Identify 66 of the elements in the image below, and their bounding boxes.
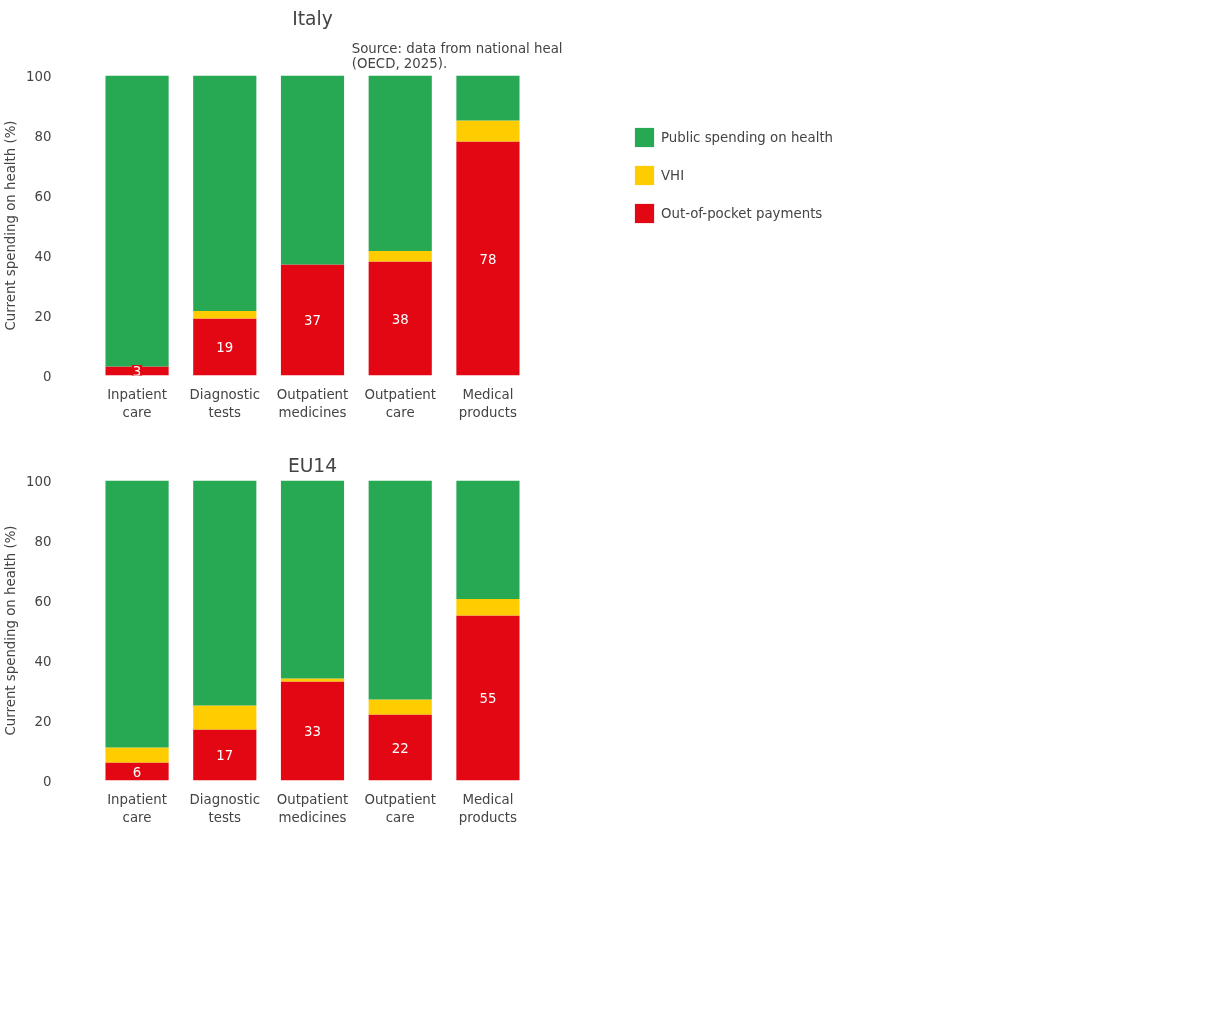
bar — [368, 251, 432, 262]
x-tick-label: Inpatient care — [107, 791, 167, 825]
legend-label: Out-of-pocket payments — [661, 205, 823, 221]
y-tick-label: 60 — [34, 188, 52, 204]
x-tick-label: Outpatient care — [364, 791, 437, 825]
y-tick-label: 20 — [34, 308, 52, 324]
x-tick-label: Diagnostic tests — [189, 791, 260, 825]
data-label: 33 — [304, 724, 321, 739]
bar — [193, 318, 257, 376]
bar — [368, 261, 432, 376]
y-tick-label: 80 — [34, 128, 52, 144]
bar — [193, 480, 257, 706]
bar — [368, 480, 432, 700]
source-note: Source: data from national heal (OECD, 2025). — [351, 40, 563, 71]
bar — [193, 705, 257, 730]
data-label: 55 — [479, 691, 497, 706]
bar — [280, 264, 345, 376]
bar — [456, 75, 520, 121]
y-tick-label: 40 — [34, 653, 52, 669]
bar — [456, 615, 520, 781]
legend-label: VHI — [661, 167, 685, 183]
data-label: 22 — [391, 740, 409, 756]
data-label: 6 — [132, 764, 142, 780]
x-tick-label: Outpatient medicines — [276, 791, 349, 825]
chart-title: Italy — [292, 7, 333, 29]
y-tick-label: 0 — [43, 368, 52, 384]
bar — [105, 75, 169, 367]
y-tick-label: 60 — [34, 593, 52, 609]
x-tick-label: Diagnostic tests — [189, 386, 260, 420]
data-label: 17 — [216, 748, 234, 763]
x-tick-label: Outpatient care — [364, 386, 437, 420]
y-tick-label: 0 — [43, 773, 52, 789]
bar — [456, 480, 520, 599]
y-tick-label: 20 — [34, 713, 52, 729]
bar — [280, 681, 345, 781]
bar — [280, 678, 345, 682]
x-tick-label: Outpatient medicines — [276, 386, 349, 420]
bar — [368, 75, 432, 251]
bar — [280, 75, 345, 265]
data-label: 37 — [304, 313, 321, 328]
bar — [456, 599, 520, 616]
chart-title: EU14 — [287, 454, 338, 476]
data-label: 38 — [391, 311, 409, 327]
data-label: 3 — [132, 364, 142, 379]
bar — [456, 141, 520, 376]
data-label: 19 — [216, 340, 234, 355]
bar — [105, 480, 169, 748]
bar — [105, 747, 169, 763]
bar — [280, 480, 345, 679]
y-tick-label: 40 — [34, 248, 52, 264]
x-tick-label: Medical products — [458, 791, 518, 825]
bar — [193, 729, 257, 781]
y-tick-label: 80 — [34, 533, 52, 549]
bar — [368, 699, 432, 715]
data-label: 78 — [479, 251, 497, 267]
bar — [193, 311, 257, 319]
x-tick-label: Medical products — [458, 386, 518, 420]
y-axis-title: Current spending on health (%) — [3, 120, 19, 331]
x-tick-label: Inpatient care — [107, 386, 167, 420]
y-axis-title: Current spending on health (%) — [3, 525, 19, 736]
bar — [193, 75, 257, 311]
bar — [368, 714, 432, 781]
bar — [456, 120, 520, 142]
y-tick-label: 100 — [26, 473, 52, 489]
y-tick-label: 100 — [26, 68, 52, 84]
legend-label: Public spending on health — [661, 129, 834, 145]
